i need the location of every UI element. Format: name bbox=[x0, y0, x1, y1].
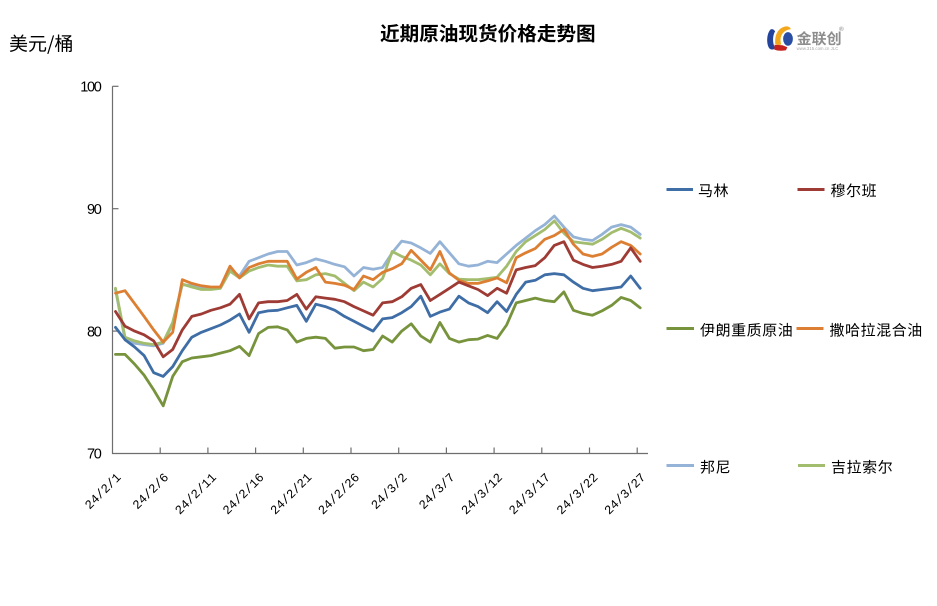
svg-text:24/3/2: 24/3/2 bbox=[369, 471, 411, 513]
svg-text:90: 90 bbox=[87, 202, 102, 218]
svg-text:24/3/7: 24/3/7 bbox=[416, 471, 458, 513]
svg-text:24/2/1: 24/2/1 bbox=[83, 471, 125, 513]
svg-text:®: ® bbox=[839, 25, 844, 33]
svg-text:www.315.com.cn JLC: www.315.com.cn JLC bbox=[797, 46, 839, 51]
svg-text:24/2/26: 24/2/26 bbox=[316, 471, 363, 518]
svg-text:24/3/22: 24/3/22 bbox=[554, 471, 601, 518]
svg-text:24/3/17: 24/3/17 bbox=[507, 471, 554, 518]
svg-text:24/3/27: 24/3/27 bbox=[602, 471, 649, 518]
svg-text:24/2/21: 24/2/21 bbox=[268, 471, 315, 518]
svg-text:80: 80 bbox=[87, 324, 102, 340]
svg-text:24/2/16: 24/2/16 bbox=[220, 471, 267, 518]
svg-text:70: 70 bbox=[87, 447, 102, 463]
svg-text:24/3/12: 24/3/12 bbox=[459, 471, 506, 518]
svg-text:24/2/6: 24/2/6 bbox=[130, 471, 172, 513]
svg-text:100: 100 bbox=[80, 80, 102, 96]
svg-text:24/2/11: 24/2/11 bbox=[173, 471, 220, 518]
